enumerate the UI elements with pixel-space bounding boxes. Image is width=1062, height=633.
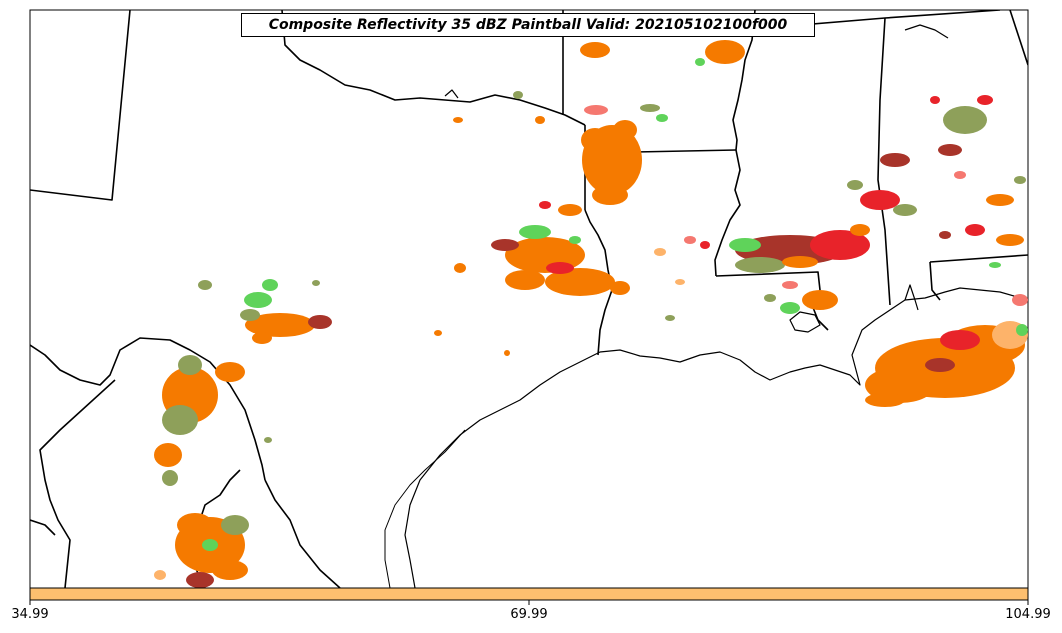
blob-arkansas (535, 104, 668, 216)
colorbar-tick-label-min: 34.99 (11, 607, 49, 622)
mobile-bay (904, 284, 919, 311)
blob-alabama (930, 95, 1026, 268)
reflectivity-blobs (154, 40, 1028, 588)
florida-border (929, 254, 1028, 263)
lake-pontchartrain (789, 311, 821, 333)
barrier-islands (384, 429, 466, 588)
blob-rio-grande (154, 513, 249, 588)
map-title: Composite Reflectivity 35 dBZ Paintball … (241, 13, 815, 37)
texas-louisiana-border (584, 209, 613, 356)
blob-east-texas (434, 225, 630, 356)
blob-gulf (865, 294, 1028, 407)
alabama-georgia-border (1009, 10, 1028, 66)
colorbar-tick-label-mid: 69.99 (510, 607, 548, 622)
mississippi-river (714, 10, 756, 277)
lake-texoma (444, 89, 459, 99)
gulf-coastline (404, 287, 1028, 588)
blob-west-texas (198, 279, 332, 344)
rio-grande-south (264, 479, 341, 588)
blob-louisiana (654, 153, 917, 321)
colorbar-tick-label-max: 104.99 (1005, 607, 1051, 622)
alabama-florida-border (929, 261, 941, 301)
blob-big-bend (154, 355, 272, 486)
kentucky-lake (904, 24, 949, 39)
new-mexico-border (30, 337, 266, 481)
oklahoma-border (281, 10, 586, 126)
colorado-kansas-border (30, 10, 131, 201)
blob-top (453, 40, 745, 123)
map-frame (29, 9, 1029, 589)
colorbar (29, 587, 1029, 601)
new-mexico-west-border (39, 379, 116, 588)
mississippi-alabama-border (877, 17, 891, 306)
mexico-border (30, 519, 56, 536)
